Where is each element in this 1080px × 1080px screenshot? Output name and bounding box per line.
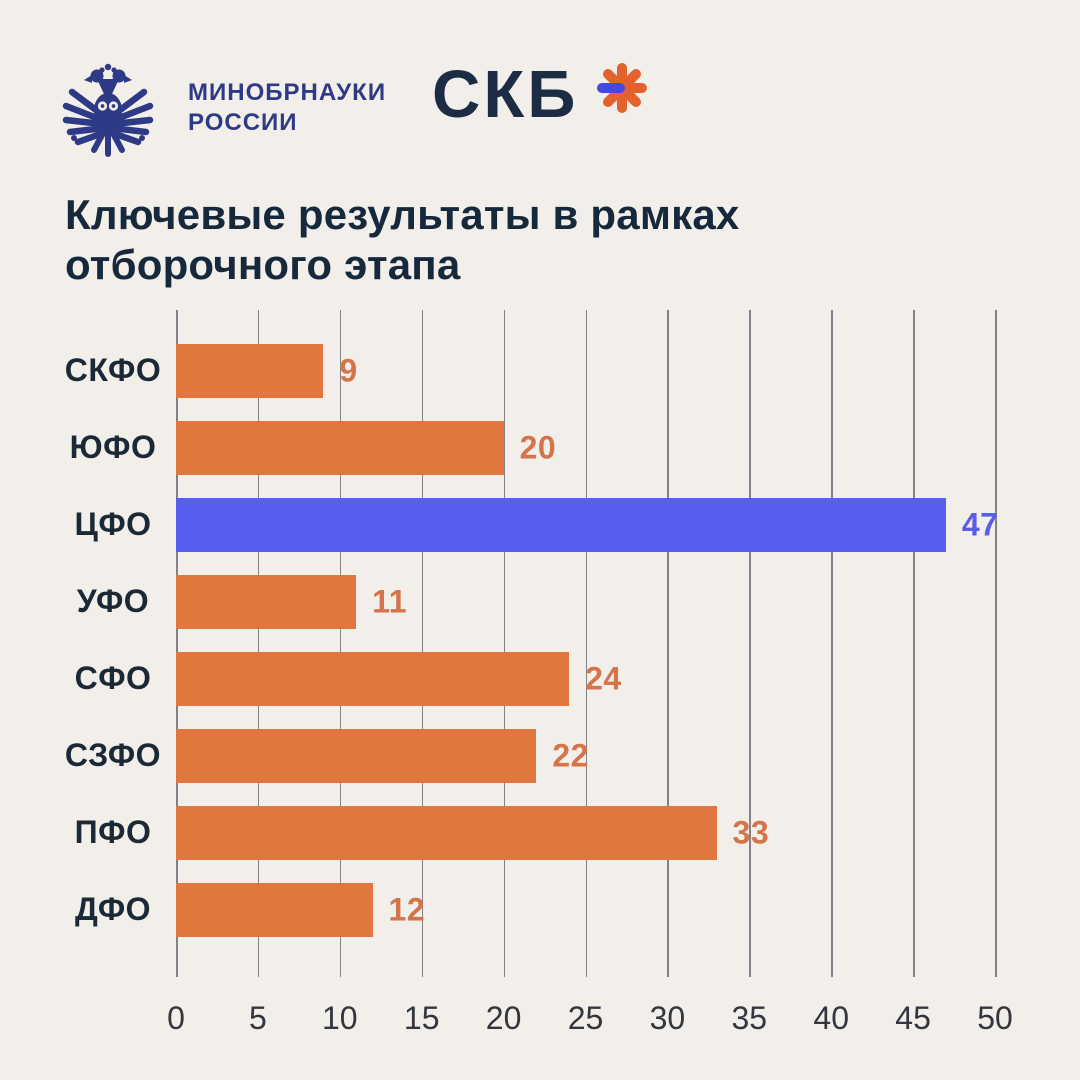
gridline-50	[995, 310, 997, 977]
bar-value-label: 12	[388, 891, 426, 927]
category-label: СКФО	[64, 352, 162, 388]
gridline-10	[339, 310, 342, 977]
chart-row-СЗФО: СЗФО 22	[50, 717, 995, 794]
ministry-logo-line1: МИНОБРНАУКИ	[188, 79, 387, 106]
bar-track: 9	[176, 343, 995, 398]
chart-row-УФО: УФО 11	[50, 563, 995, 640]
x-tick-label: 40	[813, 1000, 849, 1036]
bar	[176, 420, 504, 475]
x-tick-label: 0	[167, 1000, 185, 1036]
chart-row-ПФО: ПФО 33	[50, 794, 995, 871]
ministry-logo-line2: РОССИИ	[188, 109, 298, 136]
bar	[176, 651, 570, 706]
chart-rows: СКФО 9 ЮФО 20 ЦФО 47 УФО 11 СФО 24 СЗФО 22 ПФО 33 ДФО 1…	[50, 332, 998, 948]
category-label: ЮФО	[69, 429, 157, 465]
x-tick-label: 30	[649, 1000, 686, 1036]
skb-asterisk-icon	[597, 63, 647, 113]
bar	[176, 728, 537, 783]
bar-track: 22	[176, 728, 995, 783]
category-label: УФО	[76, 583, 150, 619]
bar-track: 11	[176, 574, 995, 629]
bar	[176, 882, 373, 937]
skb-logo-text: СКБ	[432, 57, 579, 132]
ministry-eagle-emblem-icon	[62, 63, 154, 157]
bar-track: 20	[176, 420, 995, 475]
bar-chart: СКФО 9 ЮФО 20 ЦФО 47 УФО 11 СФО 24 СЗФО 22 ПФО 33 ДФО 1…	[50, 310, 1013, 1080]
x-tick-label: 35	[731, 1000, 768, 1036]
bar-value-label: 24	[585, 660, 622, 696]
bar-track: 33	[176, 805, 995, 860]
gridline-40	[831, 310, 833, 977]
bar-value-label: 9	[339, 352, 358, 388]
chart-row-ЦФО: ЦФО 47	[50, 486, 998, 563]
chart-row-ДФО: ДФО 12	[50, 871, 995, 948]
x-tick-label: 50	[977, 1000, 1013, 1036]
category-label: ЦФО	[74, 506, 152, 542]
gridline-0	[176, 310, 178, 977]
bar	[176, 574, 357, 629]
chart-row-СКФО: СКФО 9	[50, 332, 995, 409]
x-axis: 0 5 10 15 20 25 30 35 40 45 50	[167, 996, 1013, 1040]
x-tick-label: 20	[485, 1000, 522, 1036]
chart-gridlines	[176, 310, 997, 977]
page-title: Ключевые результаты в рамках отборочного…	[65, 190, 739, 291]
gridline-45	[913, 310, 915, 977]
category-label: СЗФО	[64, 737, 162, 773]
gridline-5	[257, 310, 260, 977]
gridline-20	[503, 310, 506, 977]
bar-track: 24	[176, 651, 995, 706]
bar-value-label: 20	[519, 429, 557, 465]
bar-track: 12	[176, 882, 995, 937]
ministry-logo-text: МИНОБРНАУКИ РОССИИ	[188, 78, 386, 138]
bar-track: 47	[176, 497, 998, 552]
x-tick-label: 10	[322, 1000, 358, 1036]
bar-value-label: 22	[552, 737, 589, 773]
chart-row-ЮФО: ЮФО 20	[50, 409, 995, 486]
bar	[176, 805, 717, 860]
gridline-15	[421, 310, 424, 977]
page-title-line2: отборочного этапа	[65, 241, 461, 289]
gridline-35	[749, 310, 751, 977]
bar-value-label: 11	[372, 583, 407, 619]
bar	[176, 343, 324, 398]
gridline-30	[667, 310, 669, 977]
x-tick-label: 25	[567, 1000, 604, 1036]
x-tick-label: 15	[403, 1000, 440, 1036]
bar-value-label: 33	[732, 814, 770, 850]
bar-value-label: 47	[961, 506, 999, 542]
x-tick-label: 45	[895, 1000, 931, 1036]
x-tick-label: 5	[248, 1000, 267, 1036]
bar	[176, 497, 946, 552]
chart-row-СФО: СФО 24	[50, 640, 995, 717]
page-title-line1: Ключевые результаты в рамках	[65, 191, 740, 238]
category-label: ДФО	[74, 891, 152, 927]
gridline-25	[585, 310, 587, 977]
category-label: СФО	[74, 660, 152, 696]
category-label: ПФО	[74, 814, 152, 850]
